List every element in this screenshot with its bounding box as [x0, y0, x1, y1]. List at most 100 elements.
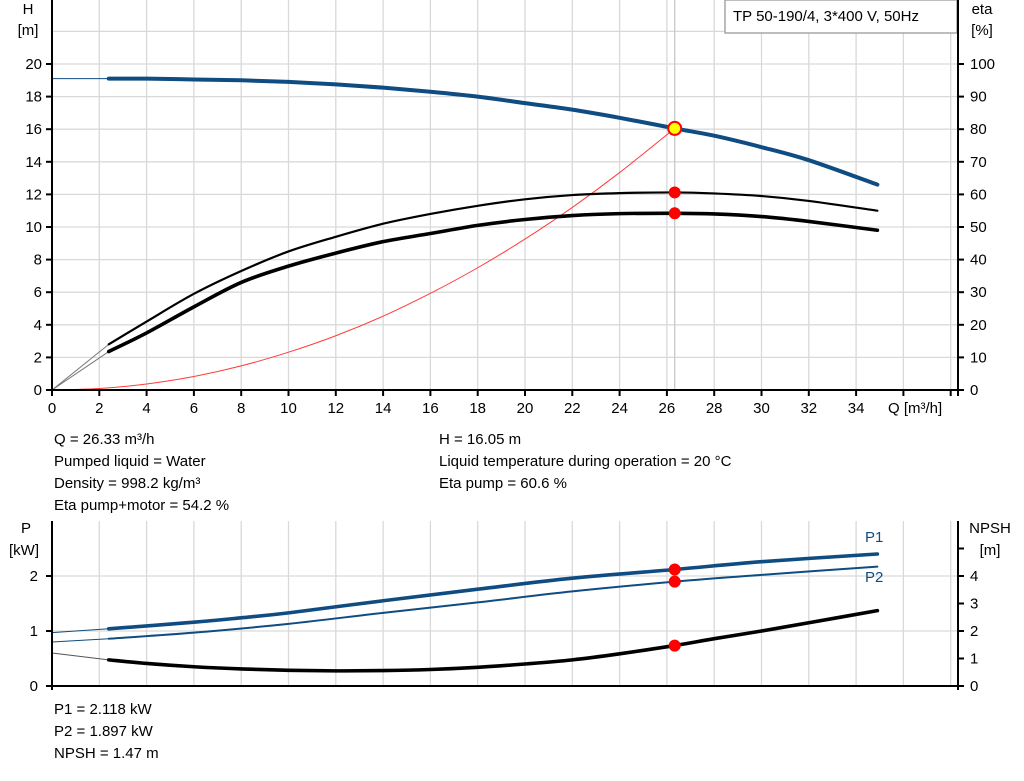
y-right-label-2: [%] [971, 22, 993, 39]
head-curve [106, 76, 880, 187]
p-tick-label: 2 [30, 568, 38, 585]
info-h: H = 16.05 m [439, 431, 522, 448]
top-axes: 0246810121416182001020304050607080901000… [25, 0, 995, 417]
eta-pump-curve [107, 191, 879, 346]
y-tick-label: 16 [25, 121, 42, 138]
eta-tick-label: 70 [970, 154, 987, 171]
npsh-label-1: NPSH [969, 520, 1011, 537]
top-grid [52, 0, 958, 390]
info-p1: P1 = 2.118 kW [54, 701, 152, 718]
x-tick-label: 16 [422, 400, 439, 417]
x-tick-label: 28 [706, 400, 723, 417]
duty-point-npsh [668, 639, 681, 652]
p-label-1: P [21, 520, 31, 537]
x-tick-label: 18 [469, 400, 486, 417]
y-tick-label: 8 [34, 252, 42, 269]
power-npsh-chart: 0 1 2 0 1 2 3 4 P [kW] NPSH [m] P1 P2 [9, 520, 1011, 695]
info-temperature: Liquid temperature during operation = 20… [439, 453, 732, 470]
duty-point-eta-pump [668, 186, 681, 199]
y-left-label-2: [m] [18, 22, 39, 39]
title-box [724, 0, 958, 34]
x-tick-label: 32 [800, 400, 817, 417]
y-tick-label: 0 [34, 382, 42, 399]
info-eta-pump-motor: Eta pump+motor = 54.2 % [54, 497, 230, 514]
y-tick-label: 12 [25, 186, 42, 203]
x-tick-label: 26 [659, 400, 676, 417]
p1-legend: P1 [865, 529, 883, 546]
p2-curve [107, 565, 879, 640]
info-top-right: H = 16.05 m Liquid temperature during op… [439, 429, 731, 495]
y-right-label-1: eta [972, 1, 994, 18]
eta-tick-label: 20 [970, 317, 987, 334]
eta-tick-label: 50 [970, 219, 987, 236]
eta-pump-motor-curve [106, 211, 880, 354]
system-curve [51, 127, 676, 391]
chart-title: TP 50-190/4, 3*400 V, 50Hz [733, 8, 919, 25]
info-top-left: Q = 26.33 m³/h Pumped liquid = Water Den… [54, 429, 229, 517]
head-efficiency-chart: TP 50-190/4, 3*400 V, 50Hz 0246810121416… [18, 0, 995, 417]
x-tick-label: 12 [327, 400, 344, 417]
npsh-tick-label: 2 [970, 623, 978, 640]
duty-point-p2 [668, 575, 681, 588]
x-tick-label: 22 [564, 400, 581, 417]
x-tick-label: 10 [280, 400, 297, 417]
info-p2: P2 = 1.897 kW [54, 723, 153, 740]
eta-pump-motor-extension [51, 351, 110, 391]
x-tick-label: 20 [517, 400, 534, 417]
info-liquid: Pumped liquid = Water [54, 453, 206, 470]
npsh-tick-label: 4 [970, 568, 978, 585]
info-q: Q = 26.33 m³/h [54, 431, 155, 448]
npsh-tick-label: 0 [970, 678, 978, 695]
eta-tick-label: 10 [970, 349, 987, 366]
eta-tick-label: 30 [970, 284, 987, 301]
eta-tick-label: 80 [970, 121, 987, 138]
eta-tick-label: 90 [970, 89, 987, 106]
info-npsh: NPSH = 1.47 m [54, 745, 159, 762]
npsh-curve [106, 608, 880, 673]
y-tick-label: 10 [25, 219, 42, 236]
p1-curve [106, 552, 880, 631]
y-tick-label: 14 [25, 154, 42, 171]
bottom-axes: 0 1 2 0 1 2 3 4 [30, 521, 978, 695]
x-tick-label: 24 [611, 400, 628, 417]
npsh-tick-label: 1 [970, 651, 978, 668]
eta-tick-label: 40 [970, 252, 987, 269]
x-tick-label: 2 [95, 400, 103, 417]
p2-legend: P2 [865, 569, 883, 586]
y-tick-label: 6 [34, 284, 42, 301]
npsh-extension [51, 652, 109, 661]
x-tick-label: 6 [190, 400, 198, 417]
p-label-2: [kW] [9, 542, 39, 559]
x-tick-label: 8 [237, 400, 245, 417]
x-tick-label: 14 [375, 400, 392, 417]
eta-tick-label: 0 [970, 382, 978, 399]
eta-tick-label: 100 [970, 56, 995, 73]
p-tick-label: 0 [30, 678, 38, 695]
y-tick-label: 4 [34, 317, 42, 334]
eta-pump-extension [51, 343, 110, 391]
x-tick-label: 30 [753, 400, 770, 417]
p1-extension [51, 628, 109, 634]
y-tick-label: 2 [34, 349, 42, 366]
info-bottom: P1 = 2.118 kW P2 = 1.897 kW NPSH = 1.47 … [54, 699, 159, 765]
y-left-label-1: H [23, 1, 34, 18]
duty-point-p1 [668, 563, 681, 576]
npsh-label-2: [m] [980, 542, 1001, 559]
bottom-curves [51, 552, 880, 673]
x-tick-label: 34 [848, 400, 865, 417]
p2-extension [51, 638, 109, 643]
duty-point-eta-pump-motor [668, 207, 681, 220]
info-density: Density = 998.2 kg/m³ [54, 475, 201, 492]
top-curves [51, 76, 880, 391]
info-eta-pump: Eta pump = 60.6 % [439, 475, 567, 492]
bottom-grid [52, 521, 958, 686]
y-tick-label: 18 [25, 89, 42, 106]
p-tick-label: 1 [30, 623, 38, 640]
x-axis-label: Q [m³/h] [888, 400, 942, 417]
npsh-tick-label: 3 [970, 596, 978, 613]
eta-tick-label: 60 [970, 186, 987, 203]
x-tick-label: 4 [142, 400, 150, 417]
y-tick-label: 20 [25, 56, 42, 73]
duty-point-head [667, 120, 683, 136]
